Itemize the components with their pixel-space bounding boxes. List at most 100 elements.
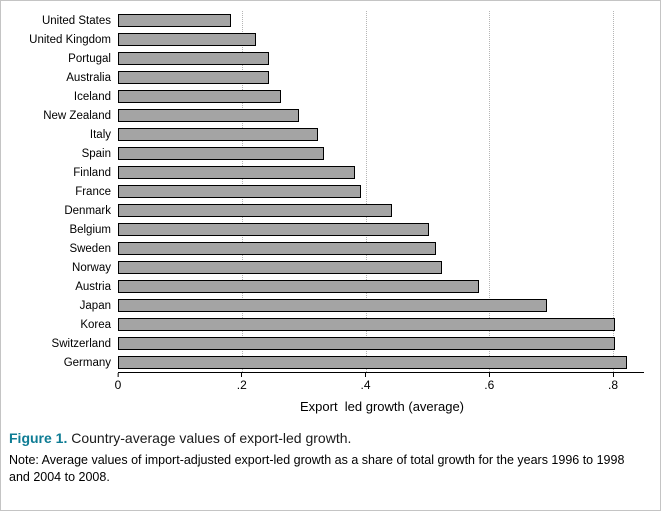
bar-row: Korea bbox=[9, 315, 646, 334]
bar-track bbox=[118, 33, 644, 46]
bar-row: Austria bbox=[9, 277, 646, 296]
x-tick-mark bbox=[488, 373, 490, 377]
bar-row: Denmark bbox=[9, 201, 646, 220]
category-label: Italy bbox=[89, 128, 111, 141]
x-tick: 0 bbox=[114, 373, 122, 392]
bar-track bbox=[118, 90, 644, 103]
bar-row: Switzerland bbox=[9, 334, 646, 353]
bar-row: United Kingdom bbox=[9, 30, 646, 49]
bar-track bbox=[118, 166, 644, 179]
bar bbox=[118, 185, 362, 198]
bar bbox=[118, 14, 232, 27]
x-tick-mark bbox=[365, 373, 367, 377]
x-tick: .8 bbox=[608, 373, 618, 392]
figure-label: Figure 1. bbox=[9, 430, 68, 446]
category-label: Japan bbox=[79, 299, 111, 312]
x-tick-label: .6 bbox=[484, 378, 495, 392]
bar bbox=[118, 337, 616, 350]
bar bbox=[118, 128, 319, 141]
gridline bbox=[365, 11, 367, 372]
bar bbox=[118, 356, 628, 369]
bar bbox=[118, 52, 269, 65]
bar-track bbox=[118, 204, 644, 217]
bar-track bbox=[118, 223, 644, 236]
bar-row: New Zealand bbox=[9, 106, 646, 125]
gridline bbox=[489, 11, 491, 372]
rows: United States United Kingdom Portugal Austr… bbox=[9, 11, 646, 372]
bar-row: United States bbox=[9, 11, 646, 30]
bar-track bbox=[118, 299, 644, 312]
category-label: United States bbox=[41, 14, 111, 27]
bar-chart: United States United Kingdom Portugal Austr… bbox=[1, 1, 660, 414]
bar-track bbox=[118, 337, 644, 350]
bar bbox=[118, 299, 547, 312]
category-label: Norway bbox=[72, 261, 111, 274]
bar-row: France bbox=[9, 182, 646, 201]
bar-row: Australia bbox=[9, 68, 646, 87]
bar-row: Portugal bbox=[9, 49, 646, 68]
x-tick-label: .8 bbox=[608, 378, 619, 392]
bar bbox=[118, 166, 356, 179]
category-label: New Zealand bbox=[43, 109, 111, 122]
bar-track bbox=[118, 52, 644, 65]
category-label: Finland bbox=[73, 166, 111, 179]
category-label: Portugal bbox=[68, 52, 111, 65]
x-tick-mark bbox=[117, 373, 119, 377]
x-tick: .2 bbox=[237, 373, 247, 392]
category-label: Australia bbox=[66, 71, 111, 84]
category-label: Denmark bbox=[64, 204, 111, 217]
category-label: France bbox=[75, 185, 111, 198]
x-tick-mark bbox=[612, 373, 614, 377]
bar bbox=[118, 204, 393, 217]
bar-row: Belgium bbox=[9, 220, 646, 239]
bar-row: Italy bbox=[9, 125, 646, 144]
category-label: Belgium bbox=[69, 223, 111, 236]
bar-row: Spain bbox=[9, 144, 646, 163]
x-tick-label: .4 bbox=[360, 378, 371, 392]
category-label: Germany bbox=[63, 356, 111, 369]
bar bbox=[118, 71, 269, 84]
bar-track bbox=[118, 261, 644, 274]
category-label: Iceland bbox=[73, 90, 111, 103]
x-tick: .6 bbox=[484, 373, 494, 392]
bar bbox=[118, 223, 430, 236]
plot-area: United States United Kingdom Portugal Austr… bbox=[9, 11, 646, 372]
gridline bbox=[613, 11, 615, 372]
bar-track bbox=[118, 128, 644, 141]
bar bbox=[118, 109, 300, 122]
bar-row: Sweden bbox=[9, 239, 646, 258]
bar-track bbox=[118, 14, 644, 27]
bar-row: Finland bbox=[9, 163, 646, 182]
bar bbox=[118, 242, 436, 255]
x-tick-label: 0 bbox=[114, 378, 122, 392]
x-axis: 0 .2 .4 .6 .8 bbox=[114, 372, 644, 393]
bar-row: Norway bbox=[9, 258, 646, 277]
bar bbox=[118, 261, 442, 274]
bar bbox=[118, 318, 616, 331]
category-label: Korea bbox=[80, 318, 111, 331]
x-axis-label: Export led growth (average) bbox=[299, 399, 465, 414]
figure-title: Country-average values of export-led gro… bbox=[67, 430, 352, 446]
bar-row: Japan bbox=[9, 296, 646, 315]
category-label: Austria bbox=[75, 280, 111, 293]
category-label: United Kingdom bbox=[29, 33, 111, 46]
figure-note: Note: Average values of import-adjusted … bbox=[9, 453, 625, 484]
bar-track bbox=[118, 185, 644, 198]
bar bbox=[118, 280, 479, 293]
category-label: Sweden bbox=[69, 242, 111, 255]
bar-track bbox=[118, 280, 644, 293]
category-label: Switzerland bbox=[51, 337, 111, 350]
x-tick-mark bbox=[241, 373, 243, 377]
bar-track bbox=[118, 147, 644, 160]
bar-track bbox=[118, 318, 644, 331]
bar-row: Germany bbox=[9, 353, 646, 372]
bar-track bbox=[118, 356, 644, 369]
figure-caption: Figure 1. Country-average values of expo… bbox=[9, 430, 646, 446]
x-tick: .4 bbox=[361, 373, 371, 392]
bar-row: Iceland bbox=[9, 87, 646, 106]
bar-track bbox=[118, 242, 644, 255]
bar bbox=[118, 33, 257, 46]
bar-track bbox=[118, 71, 644, 84]
x-tick-label: .2 bbox=[236, 378, 247, 392]
